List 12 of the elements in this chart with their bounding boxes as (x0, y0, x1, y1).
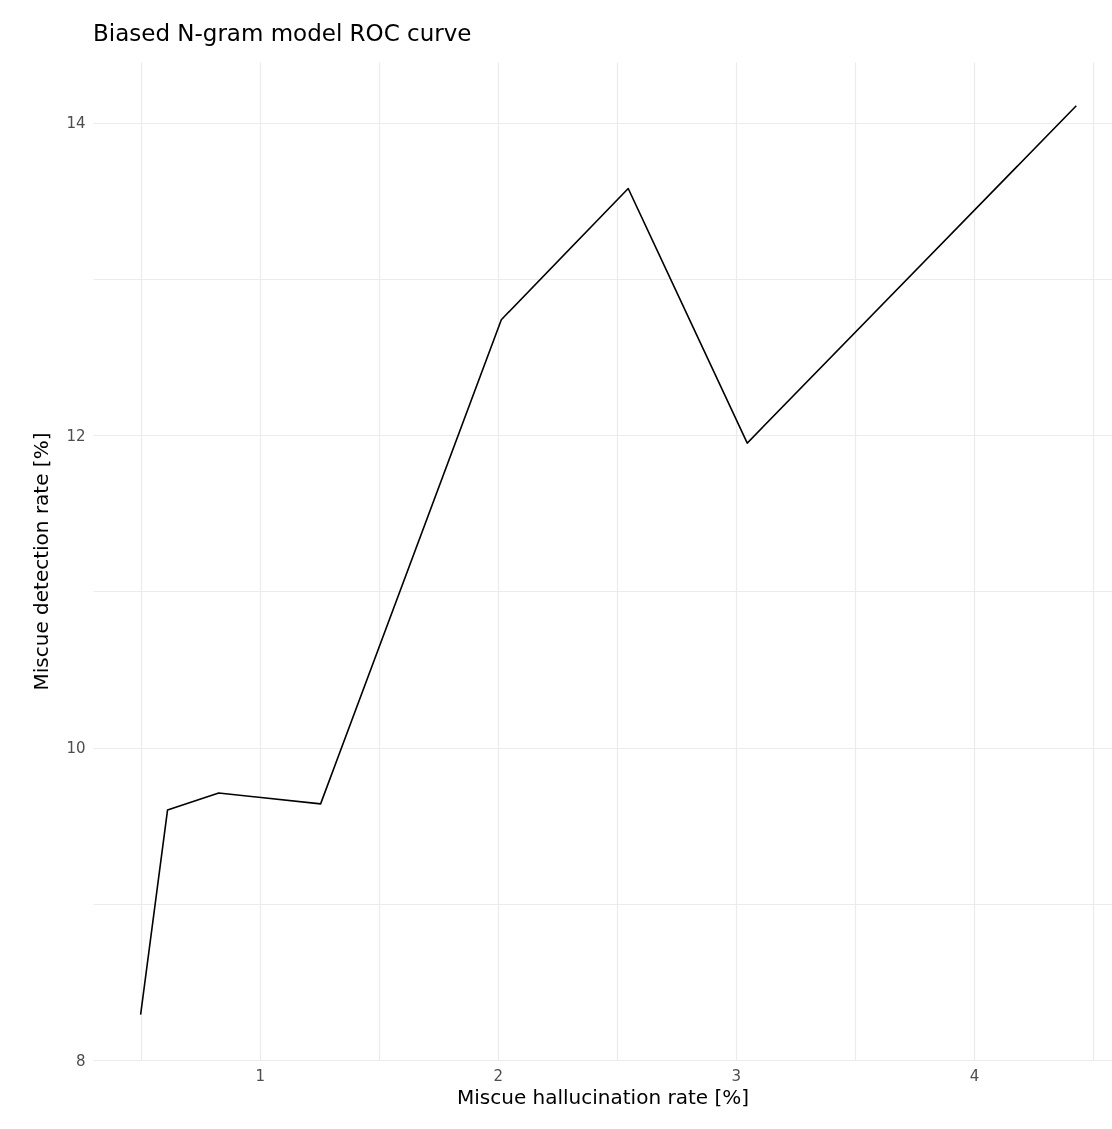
chart-title: Biased N-gram model ROC curve (93, 20, 472, 46)
x-axis-title: Miscue hallucination rate [%] (456, 1084, 750, 1109)
x-tick-label: 2 (493, 1066, 504, 1085)
y-tick-label: 14 (66, 114, 86, 133)
x-tick-label: 1 (255, 1066, 265, 1085)
x-tick-label: 3 (731, 1066, 742, 1085)
x-tick-label: 4 (969, 1066, 980, 1085)
y-tick-label: 10 (66, 739, 86, 758)
y-tick-label: 12 (66, 426, 86, 445)
line-series (139, 104, 1078, 1016)
y-axis-title: Miscue detection rate [%] (29, 432, 54, 691)
y-tick-label: 8 (75, 1051, 86, 1070)
